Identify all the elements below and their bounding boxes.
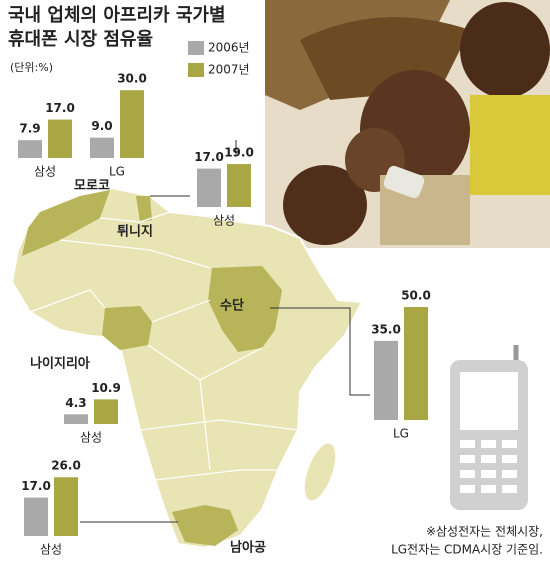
value-label: 7.9	[19, 122, 40, 136]
connectors	[80, 140, 370, 523]
legend-label: 2007년	[208, 63, 250, 77]
value-label: 35.0	[371, 322, 401, 336]
bar	[120, 90, 144, 158]
value-label: 50.0	[401, 289, 431, 303]
bar	[197, 168, 221, 207]
category-label: 삼성	[213, 214, 235, 228]
bar	[374, 340, 398, 420]
country-label: 수단	[220, 298, 244, 314]
bar	[94, 399, 118, 424]
value-label: 17.0	[194, 150, 224, 164]
category-label: 삼성	[40, 543, 62, 557]
legend-label: 2006년	[208, 41, 250, 55]
bar	[404, 307, 428, 420]
value-label: 26.0	[51, 459, 81, 473]
value-label: 9.0	[91, 119, 112, 133]
category-label: LG	[393, 427, 409, 441]
bar	[64, 414, 88, 424]
country-label: 남아공	[230, 540, 266, 556]
title-line: 국내 업체의 아프리카 국가별	[8, 5, 226, 26]
category-label: LG	[109, 165, 125, 179]
legend-swatch	[188, 63, 204, 77]
phone-icon	[450, 345, 528, 510]
value-label: 17.0	[45, 101, 75, 115]
title-line: 휴대폰 시장 점유율	[8, 29, 153, 50]
bar	[227, 164, 251, 207]
photo	[265, 0, 550, 248]
category-label: 삼성	[34, 165, 56, 179]
bar	[90, 137, 114, 158]
category-label: 삼성	[80, 431, 102, 445]
value-label: 19.0	[224, 146, 254, 160]
note: LG전자는 CDMA시장 기준임.	[391, 543, 543, 557]
country-label: 모로코	[74, 179, 110, 194]
unit: (단위:%)	[10, 61, 53, 74]
note: ※삼성전자는 전체시장,	[426, 525, 543, 539]
country-label: 튀니지	[117, 224, 153, 240]
bar	[54, 477, 78, 536]
bar	[48, 119, 72, 158]
country-label: 나이지리아	[30, 356, 90, 372]
legend-swatch	[188, 41, 204, 55]
value-label: 30.0	[117, 72, 147, 86]
africa-map	[10, 186, 364, 550]
bar	[24, 497, 48, 536]
value-label: 10.9	[91, 381, 121, 395]
value-label: 17.0	[21, 479, 51, 493]
value-label: 4.3	[65, 396, 86, 410]
bar	[18, 140, 42, 158]
